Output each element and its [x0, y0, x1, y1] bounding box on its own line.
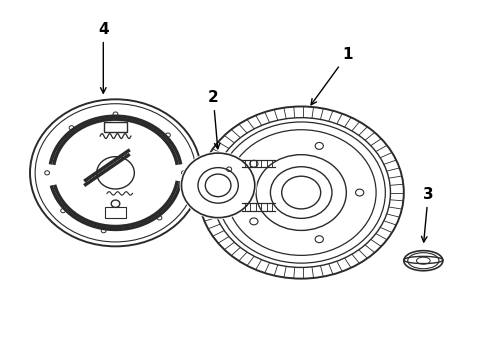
- Bar: [105, 207, 126, 219]
- Ellipse shape: [28, 98, 203, 248]
- Ellipse shape: [404, 251, 443, 271]
- Text: 1: 1: [311, 47, 353, 105]
- Ellipse shape: [111, 200, 120, 207]
- Ellipse shape: [180, 152, 257, 219]
- Bar: [103, 122, 127, 132]
- Text: 3: 3: [421, 187, 434, 242]
- Text: 2: 2: [208, 90, 220, 149]
- Text: 4: 4: [98, 22, 109, 93]
